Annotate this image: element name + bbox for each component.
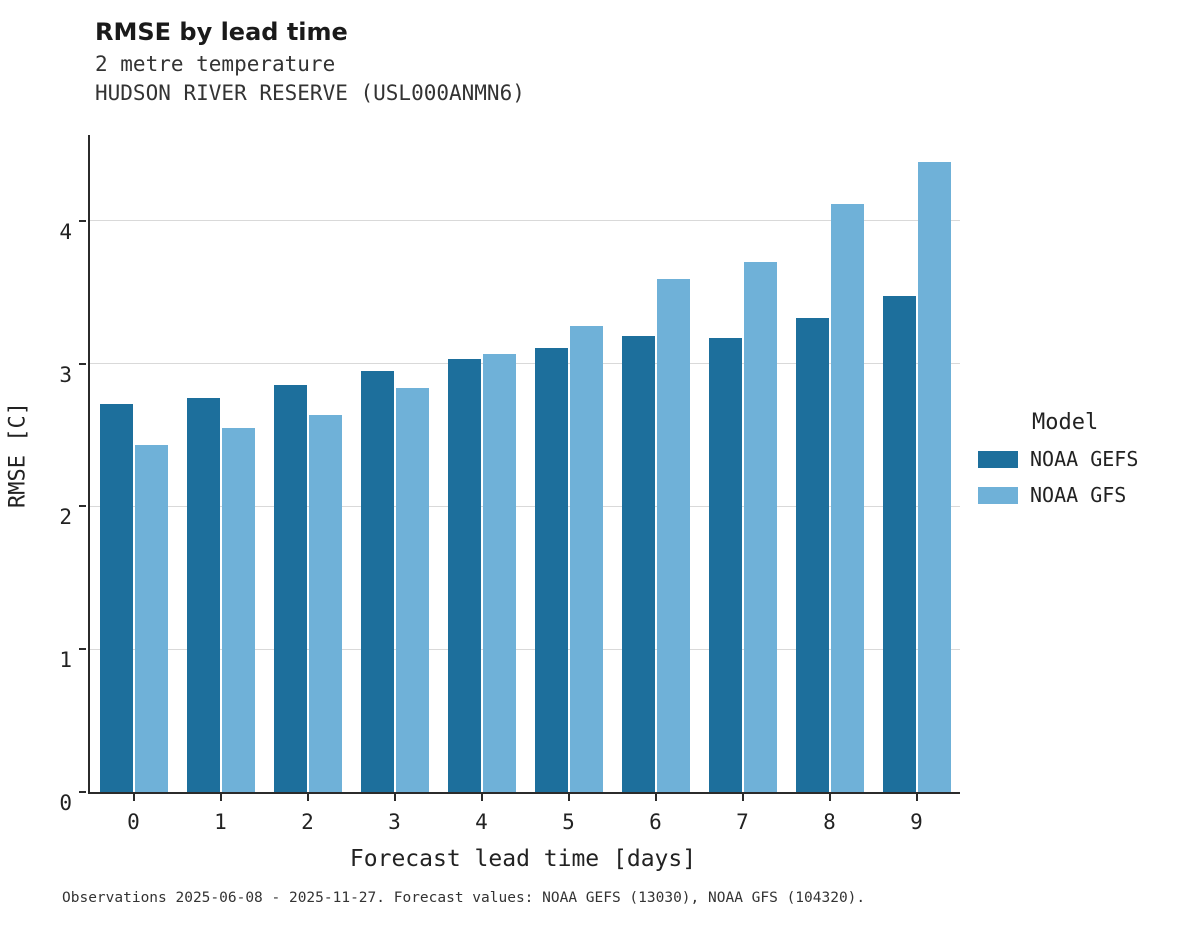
x-tick-label-1: 1 xyxy=(214,810,227,834)
y-tick-mark-2 xyxy=(79,505,86,508)
plot-area xyxy=(88,135,960,794)
bar-noaa-gfs-6 xyxy=(656,279,690,792)
gridline-y-4 xyxy=(90,220,960,222)
legend-title: Model xyxy=(1032,410,1099,435)
x-axis-ticks: 0 1 2 3 4 5 6 7 8 9 xyxy=(90,794,960,844)
legend-swatch-icon xyxy=(978,486,1018,504)
x-tick-mark-3 xyxy=(393,794,396,801)
x-tick-label-9: 9 xyxy=(910,810,923,834)
legend: Model NOAA GEFS NOAA GFS xyxy=(978,410,1188,519)
bar-noaa-gfs-5 xyxy=(569,326,603,792)
x-tick-label-4: 4 xyxy=(475,810,488,834)
x-tick-label-7: 7 xyxy=(736,810,749,834)
y-tick-mark-1 xyxy=(79,648,86,651)
x-tick-mark-6 xyxy=(654,794,657,801)
x-axis-label: Forecast lead time [days] xyxy=(349,846,697,872)
gridline-y-2 xyxy=(90,505,960,507)
bar-noaa-gefs-1 xyxy=(186,397,220,792)
x-tick-mark-8 xyxy=(828,794,831,801)
bar-noaa-gfs-9 xyxy=(917,162,951,792)
chart-subtitle-station: HUDSON RIVER RESERVE (USL000ANMN6) xyxy=(95,81,525,105)
x-tick-mark-2 xyxy=(306,794,309,801)
y-tick-mark-4 xyxy=(79,219,86,222)
bar-noaa-gfs-1 xyxy=(221,427,255,792)
x-tick-label-2: 2 xyxy=(301,810,314,834)
x-tick-label-6: 6 xyxy=(649,810,662,834)
x-tick-mark-9 xyxy=(915,794,918,801)
bar-noaa-gefs-7 xyxy=(708,337,742,792)
x-tick-label-0: 0 xyxy=(127,810,140,834)
bar-noaa-gefs-0 xyxy=(99,403,133,792)
bar-noaa-gfs-7 xyxy=(743,262,777,792)
y-tick-label-1: 1 xyxy=(59,648,72,673)
bar-noaa-gefs-5 xyxy=(534,347,568,792)
y-tick-label-4: 4 xyxy=(59,219,72,244)
y-tick-mark-0 xyxy=(79,791,86,793)
y-axis-ticks: 0 1 2 3 4 xyxy=(0,135,86,815)
x-tick-mark-0 xyxy=(132,794,135,801)
legend-swatch-icon xyxy=(978,450,1018,468)
footer-caption: Observations 2025-06-08 - 2025-11-27. Fo… xyxy=(62,890,866,906)
bar-noaa-gfs-4 xyxy=(482,353,516,792)
bar-noaa-gfs-3 xyxy=(395,387,429,792)
chart-subtitle-variable: 2 metre temperature xyxy=(95,52,336,76)
gridline-y-3 xyxy=(90,363,960,365)
x-tick-mark-1 xyxy=(219,794,222,801)
y-tick-label-0: 0 xyxy=(59,791,72,815)
legend-entry-noaa-gefs: NOAA GEFS xyxy=(978,447,1188,471)
y-tick-label-2: 2 xyxy=(59,505,72,530)
x-tick-mark-4 xyxy=(480,794,483,801)
bar-noaa-gefs-4 xyxy=(447,359,481,792)
bar-noaa-gefs-9 xyxy=(882,296,916,792)
bar-noaa-gefs-2 xyxy=(273,384,307,792)
bar-noaa-gefs-6 xyxy=(621,336,655,792)
bar-noaa-gefs-8 xyxy=(795,317,829,792)
bar-noaa-gfs-2 xyxy=(308,414,342,792)
x-tick-label-8: 8 xyxy=(823,810,836,834)
legend-label: NOAA GEFS xyxy=(1030,447,1139,471)
x-tick-mark-7 xyxy=(741,794,744,801)
x-tick-label-3: 3 xyxy=(388,810,401,834)
gridline-y-1 xyxy=(90,648,960,650)
bar-noaa-gfs-8 xyxy=(830,203,864,792)
bar-noaa-gefs-3 xyxy=(360,370,394,792)
y-tick-label-3: 3 xyxy=(59,362,72,387)
x-tick-label-5: 5 xyxy=(562,810,575,834)
chart-title: RMSE by lead time xyxy=(95,18,348,46)
y-tick-mark-3 xyxy=(79,362,86,365)
legend-label: NOAA GFS xyxy=(1030,483,1127,507)
legend-entry-noaa-gfs: NOAA GFS xyxy=(978,483,1188,507)
x-tick-mark-5 xyxy=(567,794,570,801)
bar-noaa-gfs-0 xyxy=(134,444,168,792)
